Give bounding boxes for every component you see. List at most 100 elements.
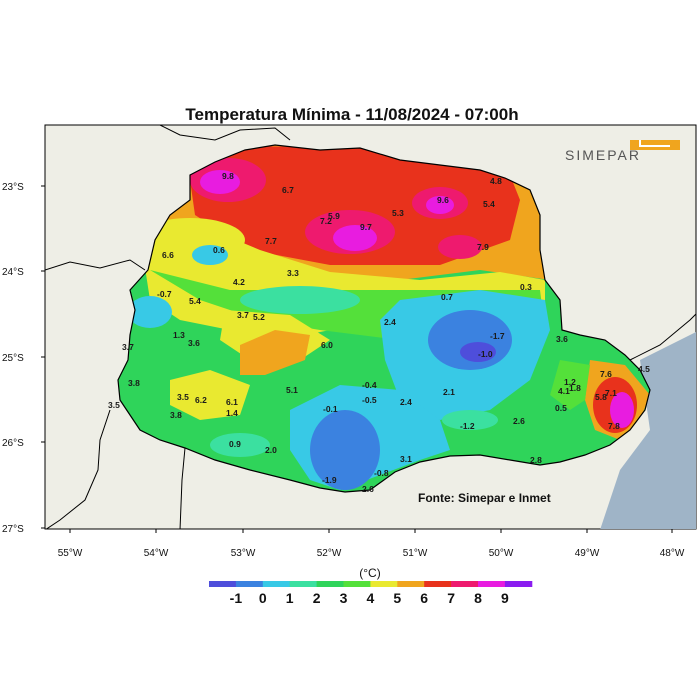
colorbar-label: 0 [259,590,267,606]
station-value: 7.1 [605,388,617,398]
station-value: 1.2 [564,377,576,387]
station-value: 2.4 [400,397,412,407]
station-value: 1.8 [569,383,581,393]
station-value: 1.3 [173,330,185,340]
station-value: -0.1 [323,404,338,414]
lon-tick-label: 54°W [144,548,169,559]
ocean-area [600,332,696,529]
station-value: 3.8 [128,378,140,388]
station-value: -0.8 [374,468,389,478]
station-value: -1.0 [478,349,493,359]
lon-tick-label: 51°W [403,548,428,559]
station-value: 6.6 [162,250,174,260]
station-value: 3.8 [170,410,182,420]
source-text: Fonte: Simepar e Inmet [418,491,551,505]
station-value: -1.2 [460,421,475,431]
station-value: 3.6 [188,338,200,348]
colorbar-label: -1 [230,590,243,606]
lat-tick-label: 24°S [2,267,24,278]
station-value: 4.8 [490,176,502,186]
station-value: 7.2 [320,216,332,226]
station-value: 6.1 [226,397,238,407]
station-value: 2.0 [265,445,277,455]
station-value: 0.7 [441,292,453,302]
station-value: 1.4 [226,408,238,418]
station-value: -0.7 [157,289,172,299]
station-value: 0.6 [213,245,225,255]
neighbour-border-south [179,447,186,529]
colorbar-segment [397,581,425,587]
station-value: 5.8 [595,392,607,402]
colorbar-segment [316,581,344,587]
station-value: -0.4 [362,380,377,390]
coast-line [629,313,696,361]
station-value: 4.1 [558,386,570,396]
station-value: 5.1 [286,385,298,395]
colorbar-label: 3 [340,590,348,606]
station-value: 9.6 [437,195,449,205]
station-value: 4.5 [638,364,650,374]
colorbar-segment [504,581,533,587]
station-value: 7.9 [477,242,489,252]
station-value: 5.3 [392,208,404,218]
colorbar-segment [424,581,452,587]
lon-axis: 55°W 54°W 53°W 52°W 51°W 50°W 49°W 48°W [58,529,685,559]
station-value: 3.7 [237,310,249,320]
station-value: 2.4 [384,317,396,327]
colorbar-segment [478,581,506,587]
station-value: 4.2 [233,277,245,287]
simepar-logo: SIMEPAR [565,140,680,163]
svg-text:SIMEPAR: SIMEPAR [565,147,641,163]
station-value: 5.4 [189,296,201,306]
colorbar-label: 4 [367,590,375,606]
colorbar-segment [451,581,479,587]
lat-tick-label: 27°S [2,524,24,535]
colorbar-segment [262,581,291,587]
lat-tick-label: 26°S [2,438,24,449]
lat-tick-label: 23°S [2,182,24,193]
lon-tick-label: 55°W [58,548,83,559]
station-value: 2.8 [530,455,542,465]
station-value: 0.3 [520,282,532,292]
lon-tick-label: 49°W [575,548,600,559]
lon-tick-label: 53°W [231,548,256,559]
colorbar-unit: (°C) [359,566,380,580]
station-value: 5.9 [328,211,340,221]
colorbar-segment [343,581,371,587]
colorbar-label: 1 [286,590,294,606]
colorbar-segment [289,581,318,587]
lat-tick-label: 25°S [2,353,24,364]
colorbar-segment [370,581,398,587]
station-labels: 9.8 6.7 7.2 5.9 9.7 5.3 9.6 4.8 5.4 7.9 … [108,171,650,494]
station-value: -1.7 [490,331,505,341]
station-value: 7.7 [265,236,277,246]
colorbar-segment [235,581,264,587]
station-value: 2.6 [513,416,525,426]
station-value: 7.6 [600,369,612,379]
colorbar-label: 9 [501,590,509,606]
colorbar: -1 0 1 2 3 4 5 6 7 8 9 [209,581,533,606]
station-value: 9.8 [222,171,234,181]
state-boundary [117,144,651,493]
station-value: 9.7 [360,222,372,232]
colorbar-label: 7 [447,590,455,606]
colorbar-label: 6 [420,590,428,606]
lon-tick-label: 48°W [660,548,685,559]
station-value: 6.0 [321,340,333,350]
lon-tick-label: 52°W [317,548,342,559]
station-value: 3.5 [177,392,189,402]
neighbour-border-sw [45,409,111,529]
neighbour-border-north [159,125,291,141]
lon-tick-label: 50°W [489,548,514,559]
neighbour-border-west [45,259,146,271]
station-value: 6.7 [282,185,294,195]
map-title: Temperatura Mínima - 11/08/2024 - 07:00h [185,105,518,124]
lat-axis: 23°S 24°S 25°S 26°S 27°S [2,182,45,535]
station-value: 2.6 [362,484,374,494]
station-value: 0.5 [555,403,567,413]
colorbar-segment [209,581,237,587]
station-value: 3.7 [122,342,134,352]
station-value: -1.9 [322,475,337,485]
station-value: -0.5 [362,395,377,405]
